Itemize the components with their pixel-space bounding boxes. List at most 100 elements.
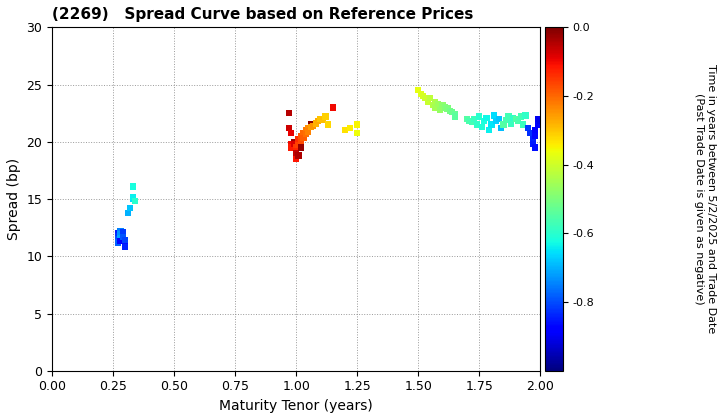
Point [297, 135, 309, 142]
Point [288, 141, 300, 147]
Point [112, 232, 124, 239]
Point [297, 129, 309, 136]
Point [413, 87, 424, 94]
Point [513, 118, 524, 124]
Point [488, 112, 500, 119]
Point [425, 95, 436, 102]
Point [469, 116, 480, 122]
Point [415, 90, 426, 97]
Point [295, 133, 307, 139]
Point [351, 121, 363, 128]
Point [449, 111, 461, 118]
Point [486, 121, 498, 128]
Point [293, 152, 305, 159]
Point [530, 127, 541, 134]
Point [290, 144, 302, 151]
Point [508, 114, 519, 121]
Point [300, 127, 312, 134]
Point [441, 105, 453, 112]
Point [483, 127, 495, 134]
Point [290, 147, 302, 154]
Point [130, 198, 141, 205]
Point [125, 205, 136, 212]
Point [474, 113, 485, 120]
Point [446, 109, 458, 116]
Point [327, 104, 338, 111]
Point [114, 228, 126, 234]
Point [422, 98, 433, 105]
Point [444, 108, 456, 114]
Point [510, 116, 521, 122]
Point [522, 125, 534, 131]
Point [293, 142, 305, 149]
Point [344, 125, 356, 131]
Point [464, 118, 475, 124]
Point [127, 183, 138, 190]
Point [310, 120, 321, 127]
Point [505, 120, 517, 127]
Point [532, 121, 544, 128]
Point [351, 129, 363, 136]
Point [315, 116, 326, 122]
Point [300, 130, 312, 137]
Point [320, 113, 331, 120]
Point [122, 210, 133, 216]
Point [114, 235, 126, 242]
Point [322, 121, 333, 128]
X-axis label: Maturity Tenor (years): Maturity Tenor (years) [220, 399, 373, 413]
Point [449, 113, 461, 120]
Point [295, 139, 307, 145]
Y-axis label: Time in years between 5/2/2025 and Trade Date
(Past Trade Date is given as negat: Time in years between 5/2/2025 and Trade… [694, 64, 716, 333]
Point [112, 236, 124, 242]
Point [339, 127, 351, 134]
Point [427, 102, 438, 108]
Point [120, 244, 131, 250]
Point [117, 234, 129, 240]
Point [466, 119, 477, 126]
Point [286, 141, 297, 147]
Point [534, 118, 546, 124]
Point [430, 104, 441, 111]
Point [286, 144, 297, 151]
Point [515, 113, 526, 120]
Point [532, 116, 544, 122]
Point [525, 129, 536, 136]
Point [462, 116, 473, 122]
Point [302, 128, 314, 135]
Point [120, 241, 131, 248]
Point [318, 117, 329, 123]
Point [518, 121, 529, 128]
Point [418, 93, 429, 100]
Point [471, 121, 482, 128]
Point [437, 102, 449, 108]
Point [288, 139, 300, 145]
Point [420, 95, 431, 102]
Point [434, 106, 446, 113]
Point [503, 113, 514, 120]
Point [117, 229, 129, 236]
Point [432, 101, 444, 108]
Point [283, 110, 294, 116]
Point [290, 155, 302, 162]
Point [481, 114, 492, 121]
Point [283, 125, 294, 131]
Text: (2269)   Spread Curve based on Reference Prices: (2269) Spread Curve based on Reference P… [52, 7, 474, 22]
Point [498, 121, 509, 128]
Point [493, 116, 505, 122]
Point [476, 123, 487, 130]
Point [112, 230, 124, 237]
Point [530, 144, 541, 151]
Point [530, 133, 541, 139]
Point [500, 117, 512, 123]
Point [293, 136, 305, 143]
Point [290, 150, 302, 157]
Point [527, 136, 539, 143]
Point [520, 112, 531, 119]
Point [127, 193, 138, 200]
Point [295, 144, 307, 151]
Point [527, 141, 539, 147]
Point [478, 118, 490, 124]
Point [114, 231, 126, 238]
Point [127, 196, 138, 202]
Point [490, 118, 502, 124]
